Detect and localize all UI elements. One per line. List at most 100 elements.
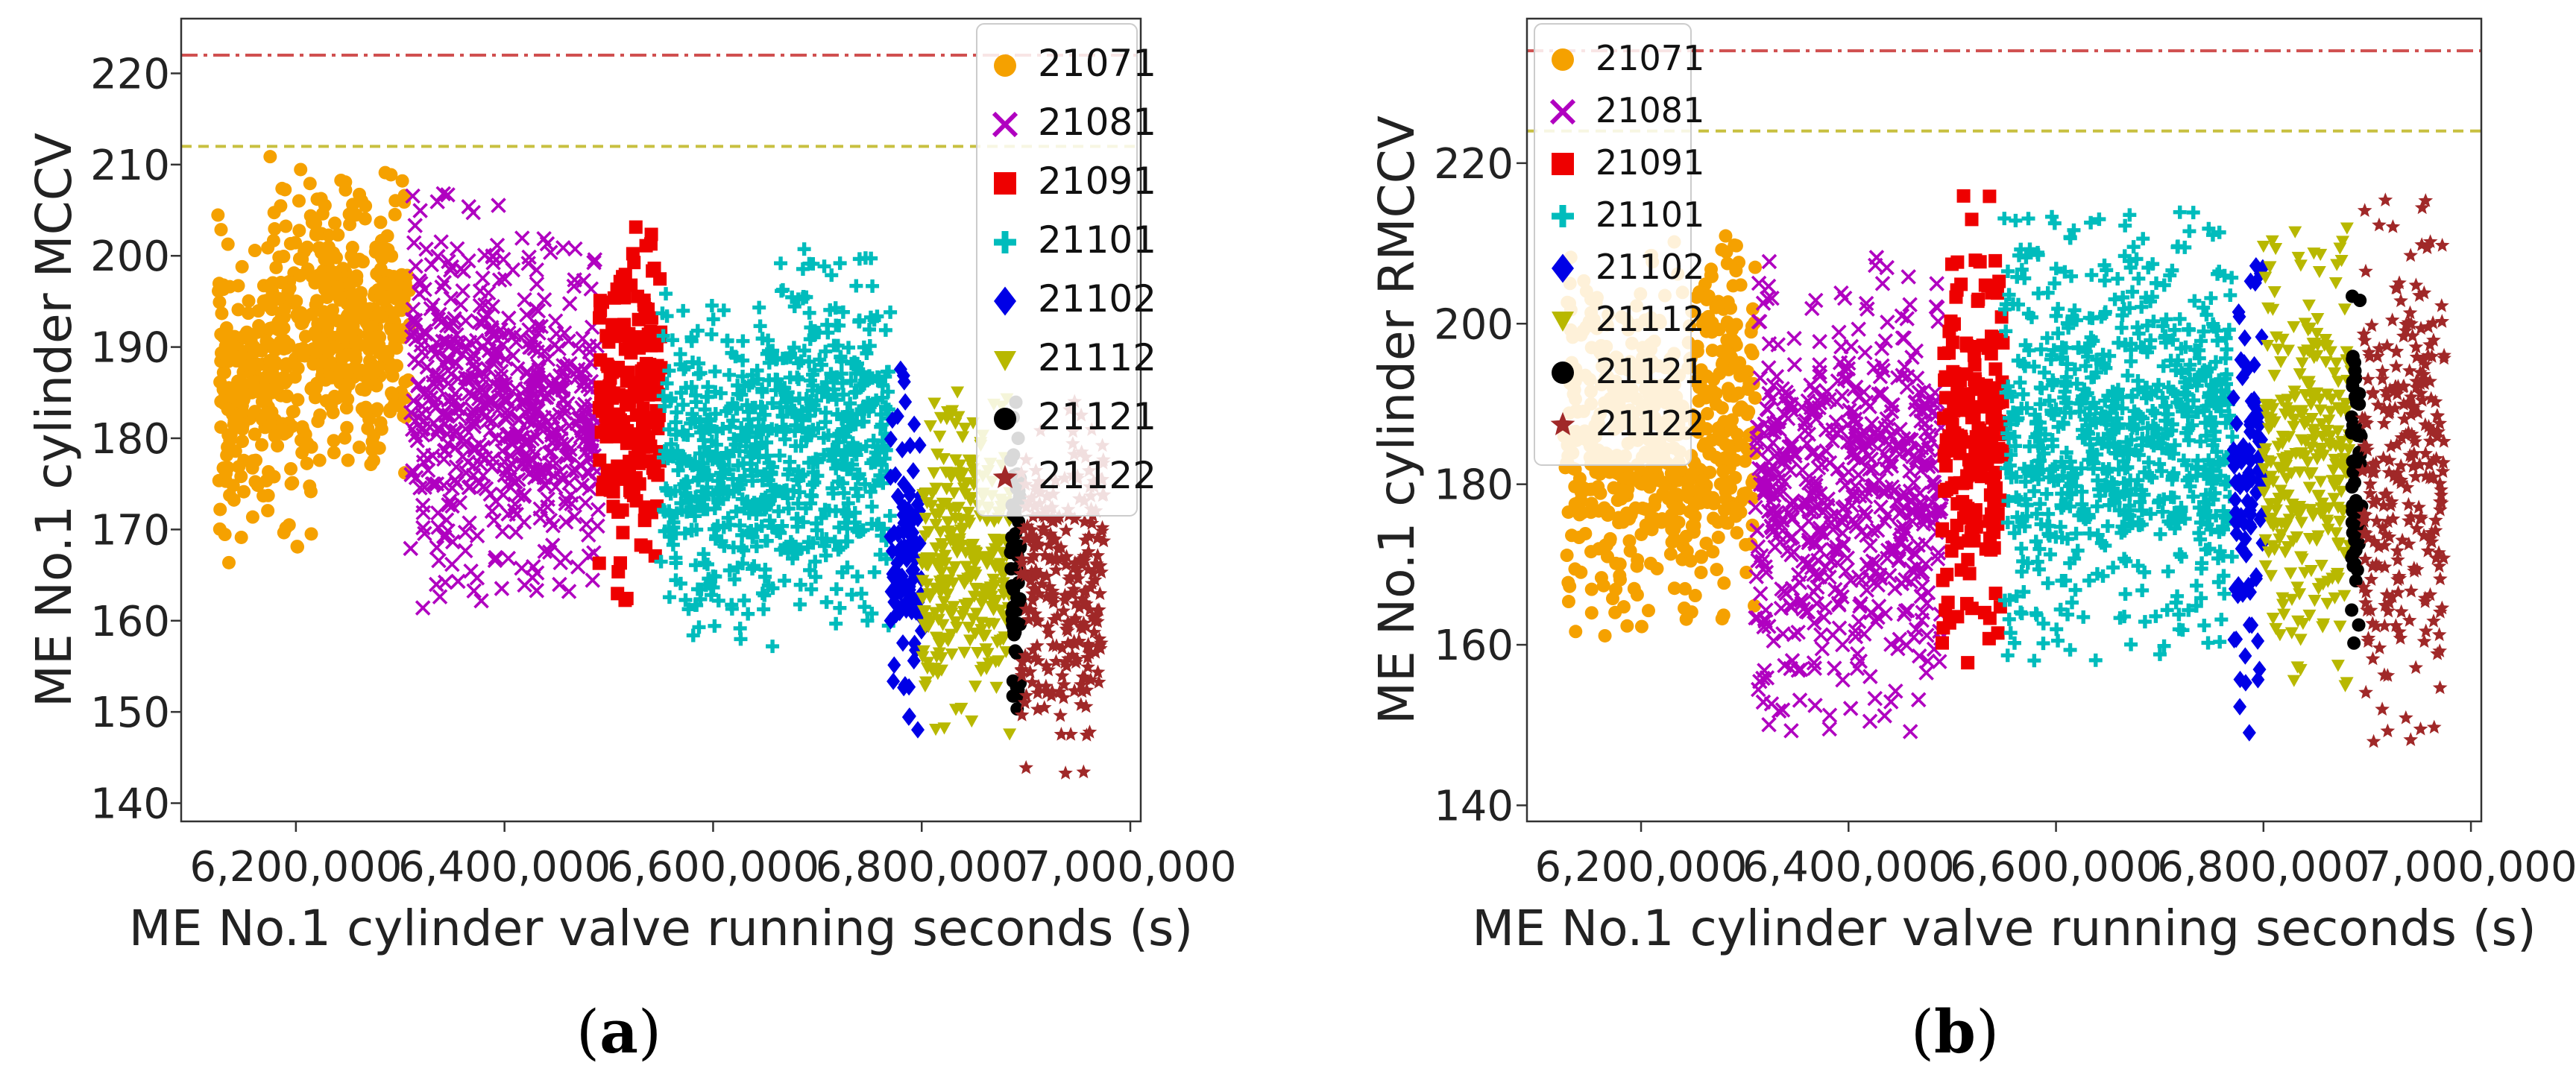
data-point (791, 496, 805, 511)
data-point (906, 461, 920, 480)
data-point (1729, 239, 1743, 253)
data-point (722, 367, 737, 382)
data-point (2206, 416, 2220, 430)
data-point (1763, 696, 1780, 712)
data-point (1083, 672, 1098, 686)
data-point (378, 165, 392, 180)
data-point (219, 467, 233, 481)
data-point (815, 385, 829, 400)
data-point (1680, 544, 1694, 558)
data-point (867, 479, 881, 493)
data-point (1739, 565, 1754, 579)
data-point (1807, 698, 1823, 713)
data-point (2182, 224, 2196, 239)
data-point (568, 462, 585, 479)
data-point (245, 510, 259, 524)
data-point (1945, 417, 1959, 432)
data-point (1068, 555, 1083, 569)
data-point (2059, 370, 2073, 384)
legend-marker (992, 111, 1018, 138)
data-point (413, 337, 429, 353)
data-point (725, 397, 740, 411)
data-point (706, 312, 720, 326)
data-point (1089, 558, 1105, 572)
data-point (1836, 290, 1853, 306)
data-point (907, 651, 921, 670)
data-point (857, 377, 871, 391)
data-point (911, 509, 925, 528)
data-point (1909, 558, 1925, 575)
data-point (920, 578, 934, 591)
data-point (1584, 582, 1599, 596)
data-point (2079, 359, 2093, 373)
data-point (743, 449, 758, 464)
data-point (493, 363, 509, 379)
data-point (1919, 628, 1935, 643)
data-point (487, 552, 503, 569)
data-point (606, 499, 620, 514)
data-point (2018, 338, 2032, 352)
data-point (555, 358, 571, 373)
data-point (418, 241, 434, 257)
data-point (891, 487, 905, 505)
y-tick-label: 200 (90, 233, 170, 281)
data-point (552, 576, 567, 593)
data-point (1020, 518, 1035, 533)
data-point (1039, 568, 1054, 583)
data-point (1881, 567, 1898, 584)
data-point (897, 475, 911, 493)
data-point (485, 299, 501, 315)
data-point (1843, 338, 1859, 355)
data-point (857, 600, 872, 614)
data-point (783, 455, 797, 469)
data-point (407, 317, 423, 332)
data-point (959, 477, 973, 490)
data-point (1039, 685, 1054, 700)
data-point (415, 520, 431, 536)
data-point (2060, 357, 2074, 371)
data-point (675, 503, 689, 517)
data-point (530, 303, 547, 319)
data-point (825, 482, 840, 496)
data-point (808, 555, 822, 569)
data-point (948, 502, 963, 515)
data-point (405, 188, 421, 204)
data-point (444, 498, 460, 514)
data-point (1858, 295, 1874, 312)
data-point (442, 262, 459, 278)
data-point (835, 411, 849, 426)
data-point (1719, 229, 1733, 243)
data-point (1962, 387, 1976, 401)
data-point (838, 443, 852, 458)
data-point (827, 370, 841, 385)
data-point (1007, 599, 1021, 613)
data-point (923, 420, 937, 433)
data-point (686, 628, 700, 643)
data-point (744, 524, 758, 538)
data-point (1912, 485, 1928, 501)
data-point (2155, 464, 2169, 479)
data-point (1810, 448, 1827, 464)
data-point (837, 458, 851, 472)
data-point (832, 520, 846, 534)
data-point (857, 414, 871, 429)
data-point (1827, 581, 1843, 598)
data-point (703, 414, 717, 428)
data-point (808, 402, 822, 417)
data-point (526, 558, 541, 575)
data-point (1672, 502, 1687, 516)
data-point (1944, 391, 1959, 405)
data-point (1066, 560, 1082, 575)
data-point (664, 391, 678, 405)
data-point (424, 476, 441, 492)
data-point (1079, 727, 1095, 742)
data-point (2009, 589, 2024, 603)
data-point (437, 529, 453, 545)
data-point (901, 500, 915, 519)
data-point (1826, 660, 1842, 676)
data-point (2013, 376, 2027, 390)
data-point (459, 373, 476, 390)
data-point (1950, 610, 1965, 624)
data-point (2044, 407, 2059, 421)
data-point (248, 427, 262, 441)
